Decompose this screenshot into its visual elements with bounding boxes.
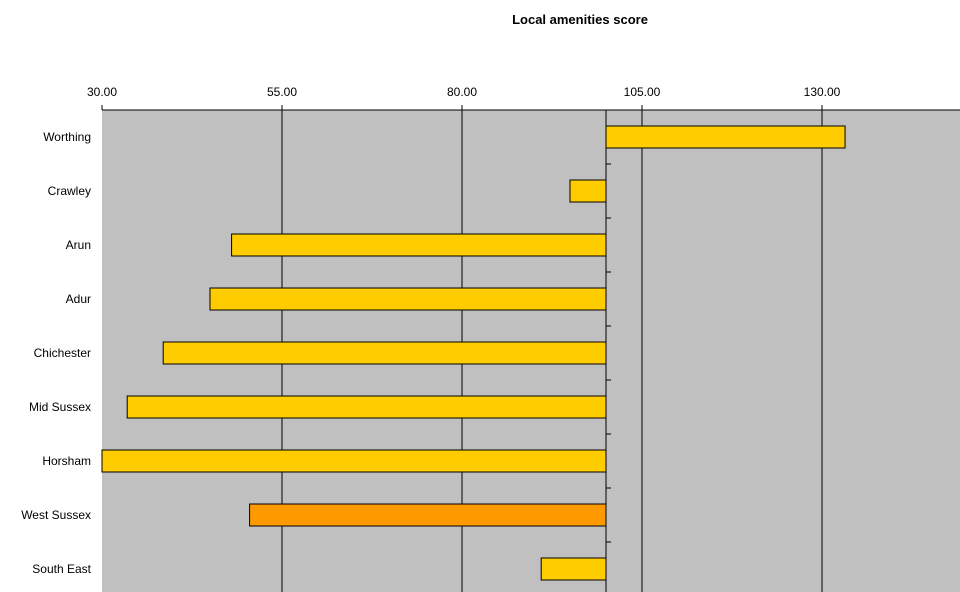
category-label: West Sussex	[21, 508, 91, 522]
bar	[101, 449, 607, 473]
x-tick-label: 130.00	[804, 85, 841, 99]
bar	[126, 395, 607, 419]
chart-title: Local amenities score	[512, 12, 648, 27]
bar	[540, 557, 607, 581]
bar	[162, 341, 607, 365]
category-label: Arun	[66, 238, 91, 252]
category-label: Crawley	[48, 184, 91, 198]
category-label: Worthing	[43, 130, 91, 144]
bar	[249, 503, 607, 527]
bar	[569, 179, 607, 203]
category-label: Chichester	[34, 346, 91, 360]
x-tick-label: 30.00	[87, 85, 117, 99]
category-label: South East	[32, 562, 91, 576]
x-tick-label: 55.00	[267, 85, 297, 99]
category-label: Horsham	[42, 454, 91, 468]
x-tick-label: 105.00	[624, 85, 661, 99]
bar	[605, 125, 846, 149]
category-label: Adur	[66, 292, 91, 306]
x-tick-label: 80.00	[447, 85, 477, 99]
bar	[231, 233, 607, 257]
category-label: Mid Sussex	[29, 400, 91, 414]
bar	[209, 287, 607, 311]
